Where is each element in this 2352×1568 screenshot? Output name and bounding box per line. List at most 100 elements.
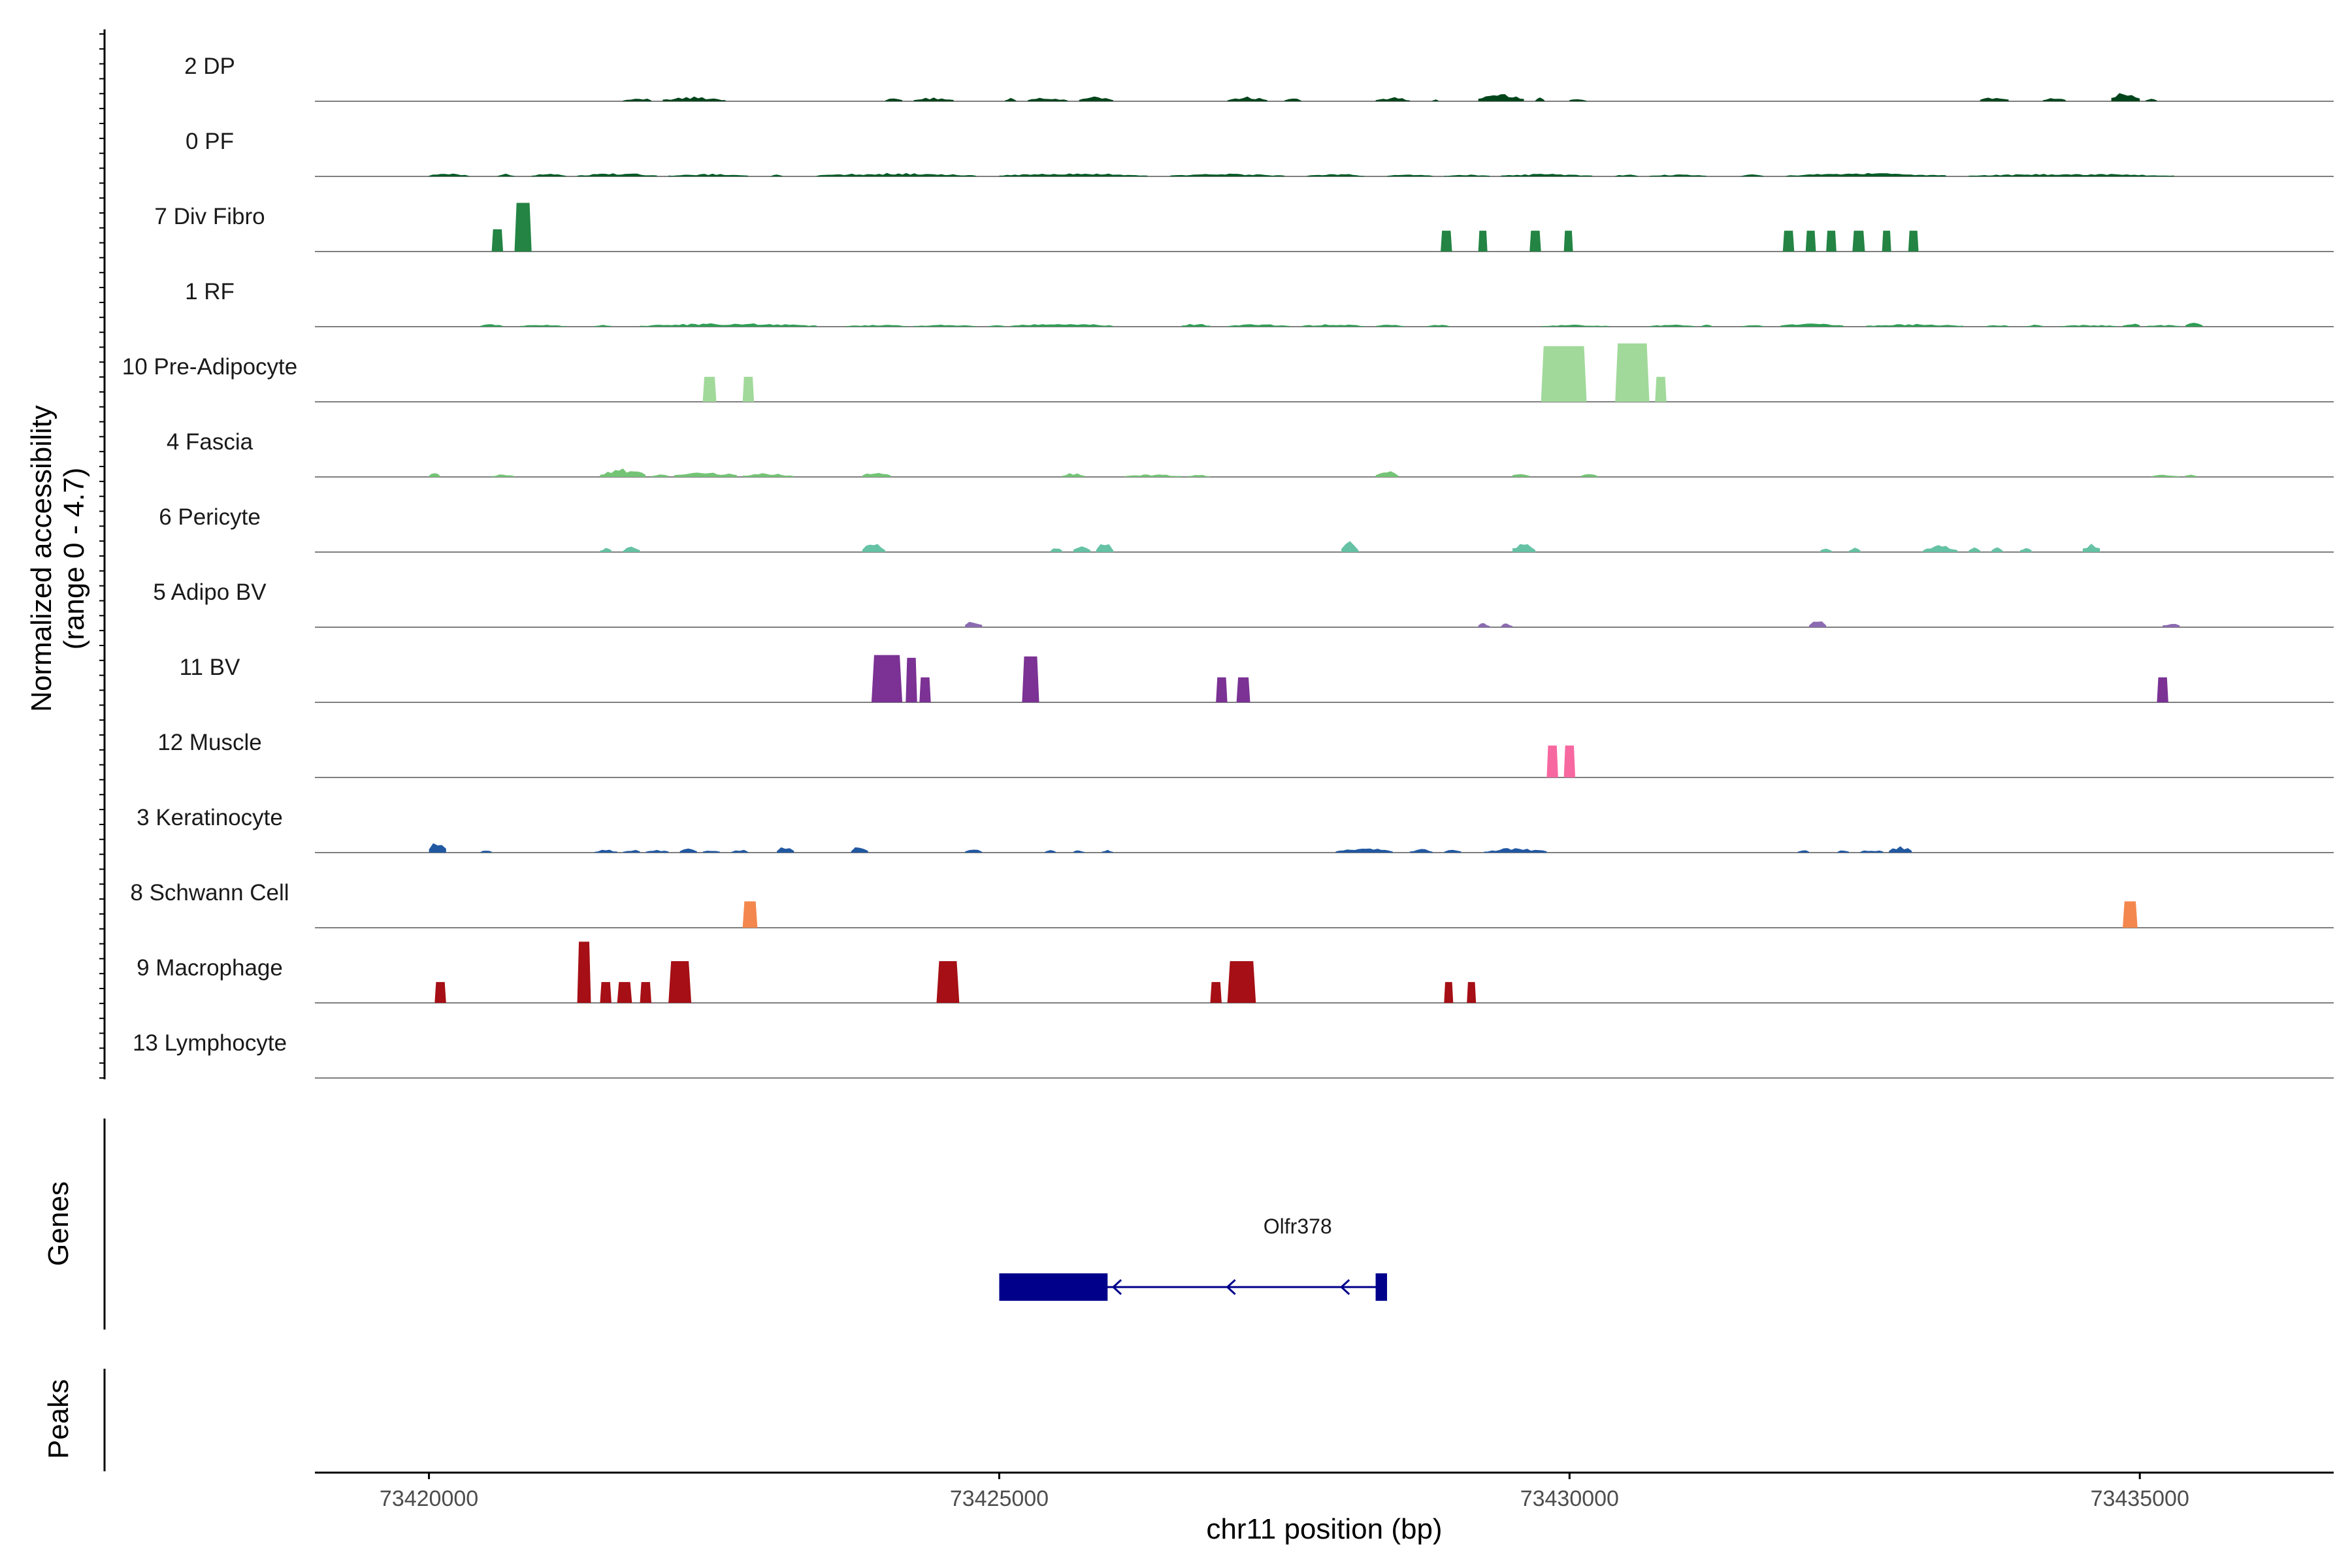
coverage-peak-0-pf-4: [668, 173, 749, 176]
coverage-peak-1-rf-10: [1301, 324, 1365, 327]
track-1-rf: 1 RF: [185, 279, 2334, 327]
coverage-peak-3-keratinocyte-3: [623, 849, 640, 853]
gene-exon: [1375, 1273, 1388, 1301]
coverage-peak-3-keratinocyte-15: [1409, 849, 1433, 853]
coverage-peak-1-rf-13: [1541, 325, 1610, 327]
coverage-peak-1-rf-6: [988, 325, 1005, 327]
track-4-fascia: 4 Fascia: [167, 429, 2334, 478]
coverage-peak-6-pericyte-5: [1096, 544, 1114, 552]
coverage-peak-3-keratinocyte-2: [594, 849, 617, 853]
coverage-peak-3-keratinocyte-17: [1484, 848, 1547, 853]
coverage-peak-2-dp-5: [1028, 97, 1068, 101]
coverage-peak-1-rf-8: [1181, 323, 1211, 327]
coverage-peak-3-keratinocyte-9: [851, 847, 868, 853]
coverage-peak-6-pericyte-3: [1051, 548, 1062, 552]
coverage-peak-9-macrophage-0: [434, 982, 446, 1003]
track-label-11-bv: 11 BV: [180, 655, 240, 680]
track-label-5-adipo-bv: 5 Adipo BV: [153, 580, 267, 605]
coverage-peak-2-dp-6: [1079, 96, 1114, 101]
x-tick-label: 73435000: [2091, 1486, 2189, 1511]
y-axis-title-line1: Normalized accessibility: [25, 405, 57, 711]
coverage-peak-3-keratinocyte-18: [1797, 850, 1809, 853]
coverage-peak-8-schwann-cell-0: [742, 901, 758, 928]
coverage-peak-0-pf-6: [817, 172, 977, 176]
track-8-schwann-cell: 8 Schwann Cell: [130, 880, 2334, 928]
coverage-peak-6-pericyte-7: [1512, 544, 1535, 552]
coverage-peak-0-pf-17: [1968, 174, 2174, 176]
coverage-peak-0-pf-12: [1501, 174, 1593, 176]
coverage-peak-4-fascia-2: [600, 468, 646, 477]
coverage-peak-7-div-fibro-5: [1563, 231, 1573, 252]
coverage-peak-1-rf-7: [1010, 324, 1114, 327]
coverage-peak-9-macrophage-8: [1227, 961, 1256, 1003]
coverage-peak-6-pericyte-9: [1849, 547, 1861, 552]
coverage-peak-0-pf-13: [1615, 174, 1639, 176]
coverage-peak-0-pf-9: [1307, 174, 1365, 176]
coverage-peak-1-rf-24: [2185, 323, 2203, 327]
coverage-peak-3-keratinocyte-19: [1837, 850, 1850, 853]
coverage-peak-0-pf-0: [429, 173, 469, 176]
coverage-peak-2-dp-12: [1535, 97, 1544, 101]
coverage-peak-0-pf-2: [531, 174, 566, 176]
coverage-peak-5-adipo-bv-1: [1478, 623, 1490, 627]
y-axis-title-line2: (range 0 - 4.7): [58, 468, 90, 650]
coverage-peak-1-rf-14: [1649, 324, 1695, 327]
x-tick-label: 73420000: [380, 1486, 478, 1511]
coverage-peak-7-div-fibro-0: [491, 229, 504, 252]
coverage-peak-6-pericyte-2: [862, 544, 885, 552]
coverage-peak-3-keratinocyte-7: [731, 849, 749, 853]
coverage-peak-12-muscle-1: [1563, 745, 1576, 777]
coverage-peak-7-div-fibro-6: [1782, 231, 1795, 252]
gene-annotation-track: Olfr378: [999, 1215, 1388, 1301]
coverage-peak-6-pericyte-4: [1073, 546, 1091, 552]
coverage-peak-3-keratinocyte-16: [1444, 849, 1462, 853]
track-6-pericyte: 6 Pericyte: [159, 504, 2334, 553]
coverage-tracks: 2 DP 0 PF 7 Div Fibro 1 RF 10 Pre-Adipocyte 4…: [122, 54, 2334, 1079]
coverage-peak-2-dp-7: [1227, 96, 1267, 101]
coverage-peak-1-rf-18: [1866, 323, 1963, 327]
coverage-peak-2-dp-8: [1284, 98, 1302, 101]
coverage-peak-9-macrophage-10: [1467, 982, 1477, 1003]
coverage-peak-2-dp-14: [1980, 97, 2009, 101]
coverage-peak-1-rf-20: [2025, 325, 2043, 327]
coverage-peak-4-fascia-13: [2151, 474, 2180, 477]
coverage-peak-1-rf-3: [640, 323, 817, 327]
coverage-peak-10-pre-adipocyte-1: [742, 376, 755, 402]
coverage-peak-7-div-fibro-9: [1852, 231, 1865, 252]
gene-strand-arrow: [1339, 1279, 1350, 1296]
coverage-peak-1-rf-9: [1227, 324, 1290, 327]
coverage-peak-6-pericyte-6: [1341, 541, 1359, 552]
coverage-peak-9-macrophage-3: [617, 982, 632, 1003]
coverage-peak-4-fascia-7: [1062, 473, 1085, 477]
track-7-div-fibro: 7 Div Fibro: [154, 203, 2334, 252]
coverage-peak-1-rf-11: [1375, 325, 1405, 327]
x-tick-label: 73425000: [950, 1486, 1049, 1511]
coverage-peak-3-keratinocyte-20: [1860, 850, 1884, 853]
coverage-peak-3-keratinocyte-0: [429, 843, 446, 853]
coverage-peak-6-pericyte-12: [1991, 547, 2003, 552]
coverage-peak-0-pf-10: [1387, 174, 1433, 176]
coverage-peak-2-dp-15: [2042, 98, 2066, 101]
gene-label-olfr378: Olfr378: [1264, 1215, 1332, 1238]
coverage-peak-5-adipo-bv-2: [1501, 623, 1513, 627]
genes-panel-title: Genes: [42, 1181, 74, 1266]
coverage-peak-7-div-fibro-1: [514, 203, 532, 252]
coverage-peak-9-macrophage-7: [1210, 982, 1222, 1003]
coverage-peak-0-pf-3: [577, 173, 657, 176]
track-0-pf: 0 PF: [186, 129, 2334, 177]
coverage-peak-9-macrophage-5: [668, 961, 692, 1003]
coverage-peak-4-fascia-6: [862, 472, 891, 477]
coverage-peak-3-keratinocyte-1: [480, 851, 492, 853]
coverage-peak-9-macrophage-9: [1444, 982, 1454, 1003]
track-label-6-pericyte: 6 Pericyte: [159, 504, 261, 530]
coverage-peak-6-pericyte-8: [1820, 548, 1832, 552]
coverage-peak-1-rf-16: [1740, 325, 1764, 327]
coverage-peak-7-div-fibro-10: [1882, 231, 1891, 252]
track-3-keratinocyte: 3 Keratinocyte: [137, 805, 2334, 853]
coverage-peak-11-bv-5: [1236, 677, 1250, 702]
coverage-peak-3-keratinocyte-21: [1889, 846, 1912, 853]
track-label-0-pf: 0 PF: [186, 129, 234, 154]
coverage-peak-0-pf-16: [1786, 172, 1946, 176]
coverage-peak-1-rf-21: [2060, 325, 2117, 327]
coverage-peak-3-keratinocyte-11: [1045, 850, 1056, 853]
